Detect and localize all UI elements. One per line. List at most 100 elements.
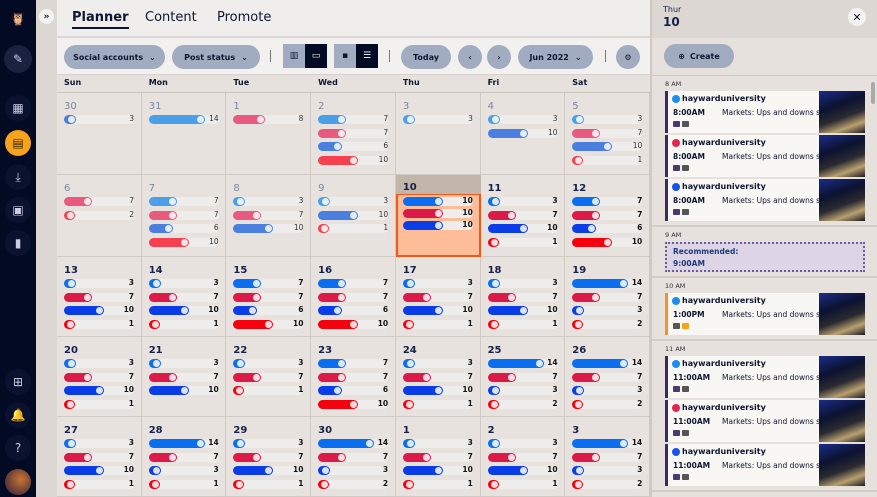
post-count-bar-pinterest[interactable]: 1 [64, 319, 134, 329]
post-count-bar-twitter[interactable]: 14 [487, 358, 558, 368]
logo-owl-icon[interactable]: 🦉 [10, 12, 26, 26]
post-count-bar-facebook[interactable]: 3 [572, 465, 643, 475]
post-count-bar-facebook[interactable]: 6 [233, 305, 304, 315]
post-count-bar-facebook[interactable]: 10 [64, 385, 134, 395]
grid-view-button[interactable]: ▪ [334, 44, 356, 68]
calendar-day-cell[interactable]: 18 3 7 10 1 [480, 257, 566, 337]
avatar[interactable] [5, 469, 31, 495]
calendar-day-cell[interactable]: 12 7 7 6 10 [565, 175, 650, 257]
post-count-bar-pinterest[interactable]: 1 [487, 319, 558, 329]
post-count-bar-facebook[interactable]: 6 [318, 305, 389, 315]
post-count-bar-twitter[interactable]: 3 [487, 278, 558, 288]
post-count-bar-instagram[interactable]: 7 [233, 372, 304, 382]
compose-icon[interactable]: ✎ [4, 45, 32, 73]
post-count-bar-twitter[interactable]: 3 [402, 438, 473, 448]
calendar-day-cell[interactable]: 7 7 7 6 10 [141, 175, 227, 257]
calendar-day-cell[interactable]: 27 3 7 10 1 [57, 417, 142, 497]
post-count-bar-instagram[interactable]: 7 [318, 292, 389, 302]
post-count-bar-pinterest[interactable]: 2 [318, 479, 389, 489]
calendar-day-cell[interactable]: 30 14 7 3 2 [311, 417, 396, 497]
post-count-bar-pinterest[interactable]: 1 [64, 399, 134, 409]
post-count-bar-twitter[interactable]: 14 [318, 438, 389, 448]
post-count-bar-twitter[interactable]: 7 [318, 278, 389, 288]
bar-view-button[interactable]: ☰ [356, 44, 378, 68]
calendar-day-cell[interactable]: 15 7 7 6 10 [226, 257, 312, 337]
next-month-button[interactable]: › [487, 45, 511, 69]
expand-chevron-icon[interactable]: » [39, 9, 54, 24]
post-count-bar-facebook[interactable]: 10 [148, 305, 219, 315]
calendar-day-cell[interactable]: 9 3 10 1 [311, 175, 396, 257]
post-count-bar-pinterest[interactable]: 2 [572, 319, 643, 329]
post-count-bar-twitter[interactable]: 14 [572, 438, 643, 448]
scheduled-post-card[interactable]: haywarduniversity 1:00PM Markets: Ups and … [665, 293, 865, 335]
month-picker-dropdown[interactable]: Jun 2022 ⌄ [518, 45, 593, 69]
post-count-bar-pinterest[interactable]: 10 [148, 237, 219, 247]
post-count-bar-pinterest[interactable]: 2 [487, 399, 558, 409]
post-count-bar-twitter[interactable]: 14 [148, 438, 219, 448]
post-count-bar-instagram[interactable]: 7 [402, 292, 473, 302]
apps-icon[interactable]: ⊞ [5, 369, 31, 395]
scheduled-post-card[interactable]: haywarduniversity 8:00AM Markets: Ups and … [665, 179, 865, 221]
post-count-bar-instagram[interactable]: 7 [64, 452, 134, 462]
post-count-bar-facebook[interactable]: 10 [402, 385, 473, 395]
post-count-bar-pinterest[interactable]: 1 [233, 385, 304, 395]
post-count-bar-facebook[interactable]: 6 [318, 141, 389, 151]
post-count-bar-twitter[interactable]: 3 [402, 358, 473, 368]
post-count-bar-facebook[interactable]: 6 [318, 385, 389, 395]
post-count-bar-pinterest[interactable]: 10 [572, 237, 643, 247]
calendar-day-cell[interactable]: 4 3 10 [480, 93, 566, 175]
calendar-day-cell[interactable]: 3 14 7 3 2 [565, 417, 650, 497]
post-count-bar-facebook[interactable]: 10 [233, 223, 304, 233]
calendar-day-cell[interactable]: 19 14 7 3 2 [565, 257, 650, 337]
calendar-day-cell[interactable]: 24 3 7 10 1 [395, 337, 481, 417]
post-count-bar-pinterest[interactable]: 1 [318, 223, 389, 233]
post-count-bar-instagram[interactable]: 7 [233, 210, 304, 220]
calendar-day-cell[interactable]: 6 7 2 [57, 175, 142, 257]
post-count-bar-facebook[interactable]: 10 [487, 465, 558, 475]
scheduled-post-card[interactable]: haywarduniversity 11:00AM Markets: Ups and… [665, 356, 865, 398]
post-count-bar-facebook[interactable]: 10 [572, 141, 643, 151]
post-count-bar-twitter[interactable]: 3 [487, 196, 558, 206]
month-view-button[interactable]: ▭ [305, 44, 327, 68]
analytics-icon[interactable]: ▮ [5, 230, 31, 256]
calendar-day-cell[interactable]: 16 7 7 6 10 [311, 257, 396, 337]
post-count-bar-instagram[interactable]: 7 [233, 452, 304, 462]
post-count-bar-twitter[interactable]: 3 [233, 438, 304, 448]
post-count-bar-twitter[interactable]: 3 [402, 278, 473, 288]
post-count-bar-pinterest[interactable]: 1 [64, 479, 134, 489]
post-status-dropdown[interactable]: Post status ⌄ [172, 45, 260, 69]
post-count-bar-facebook[interactable]: 6 [572, 223, 643, 233]
calendar-day-cell[interactable]: 31 14 [141, 93, 227, 175]
post-count-bar-pinterest[interactable]: 1 [402, 479, 473, 489]
post-count-bar-facebook[interactable]: 10 [64, 465, 134, 475]
post-count-bar-pinterest[interactable]: 10 [318, 399, 389, 409]
post-count-bar-facebook[interactable]: 10 [487, 223, 558, 233]
post-count-bar-twitter[interactable]: 14 [148, 114, 219, 124]
settings-gear-icon[interactable]: ⚙ [616, 45, 640, 69]
post-count-bar-facebook[interactable]: 10 [402, 220, 473, 230]
post-count-bar-twitter[interactable]: 3 [64, 438, 134, 448]
post-count-bar-facebook[interactable]: 3 [318, 465, 389, 475]
post-count-bar-pinterest[interactable]: 1 [148, 319, 219, 329]
tab-promote[interactable]: Promote [217, 10, 272, 25]
post-count-bar-pinterest[interactable]: 2 [572, 479, 643, 489]
post-count-bar-twitter[interactable]: 10 [402, 196, 473, 206]
post-count-bar-facebook[interactable]: 10 [402, 305, 473, 315]
post-count-bar-facebook[interactable]: 3 [487, 385, 558, 395]
scheduled-post-card[interactable]: haywarduniversity 8:00AM Markets: Ups and … [665, 135, 865, 177]
inbox-icon[interactable]: ⤓ [5, 164, 31, 190]
calendar-day-cell[interactable]: 14 3 7 10 1 [141, 257, 227, 337]
post-count-bar-instagram[interactable]: 7 [148, 210, 219, 220]
calendar-day-cell[interactable]: 30 3 [57, 93, 142, 175]
post-count-bar-instagram[interactable]: 7 [572, 292, 643, 302]
post-count-bar-pinterest[interactable]: 1 [487, 479, 558, 489]
post-count-bar-twitter[interactable]: 7 [318, 358, 389, 368]
post-count-bar-pinterest[interactable]: 10 [318, 319, 389, 329]
calendar-day-cell[interactable]: 20 3 7 10 1 [57, 337, 142, 417]
calendar-day-cell[interactable]: 29 3 7 10 1 [226, 417, 312, 497]
post-count-bar-facebook[interactable]: 3 [64, 114, 134, 124]
calendar-day-cell[interactable]: 22 3 7 1 [226, 337, 312, 417]
post-count-bar-instagram[interactable]: 8 [233, 114, 304, 124]
post-count-bar-twitter[interactable]: 14 [572, 278, 643, 288]
